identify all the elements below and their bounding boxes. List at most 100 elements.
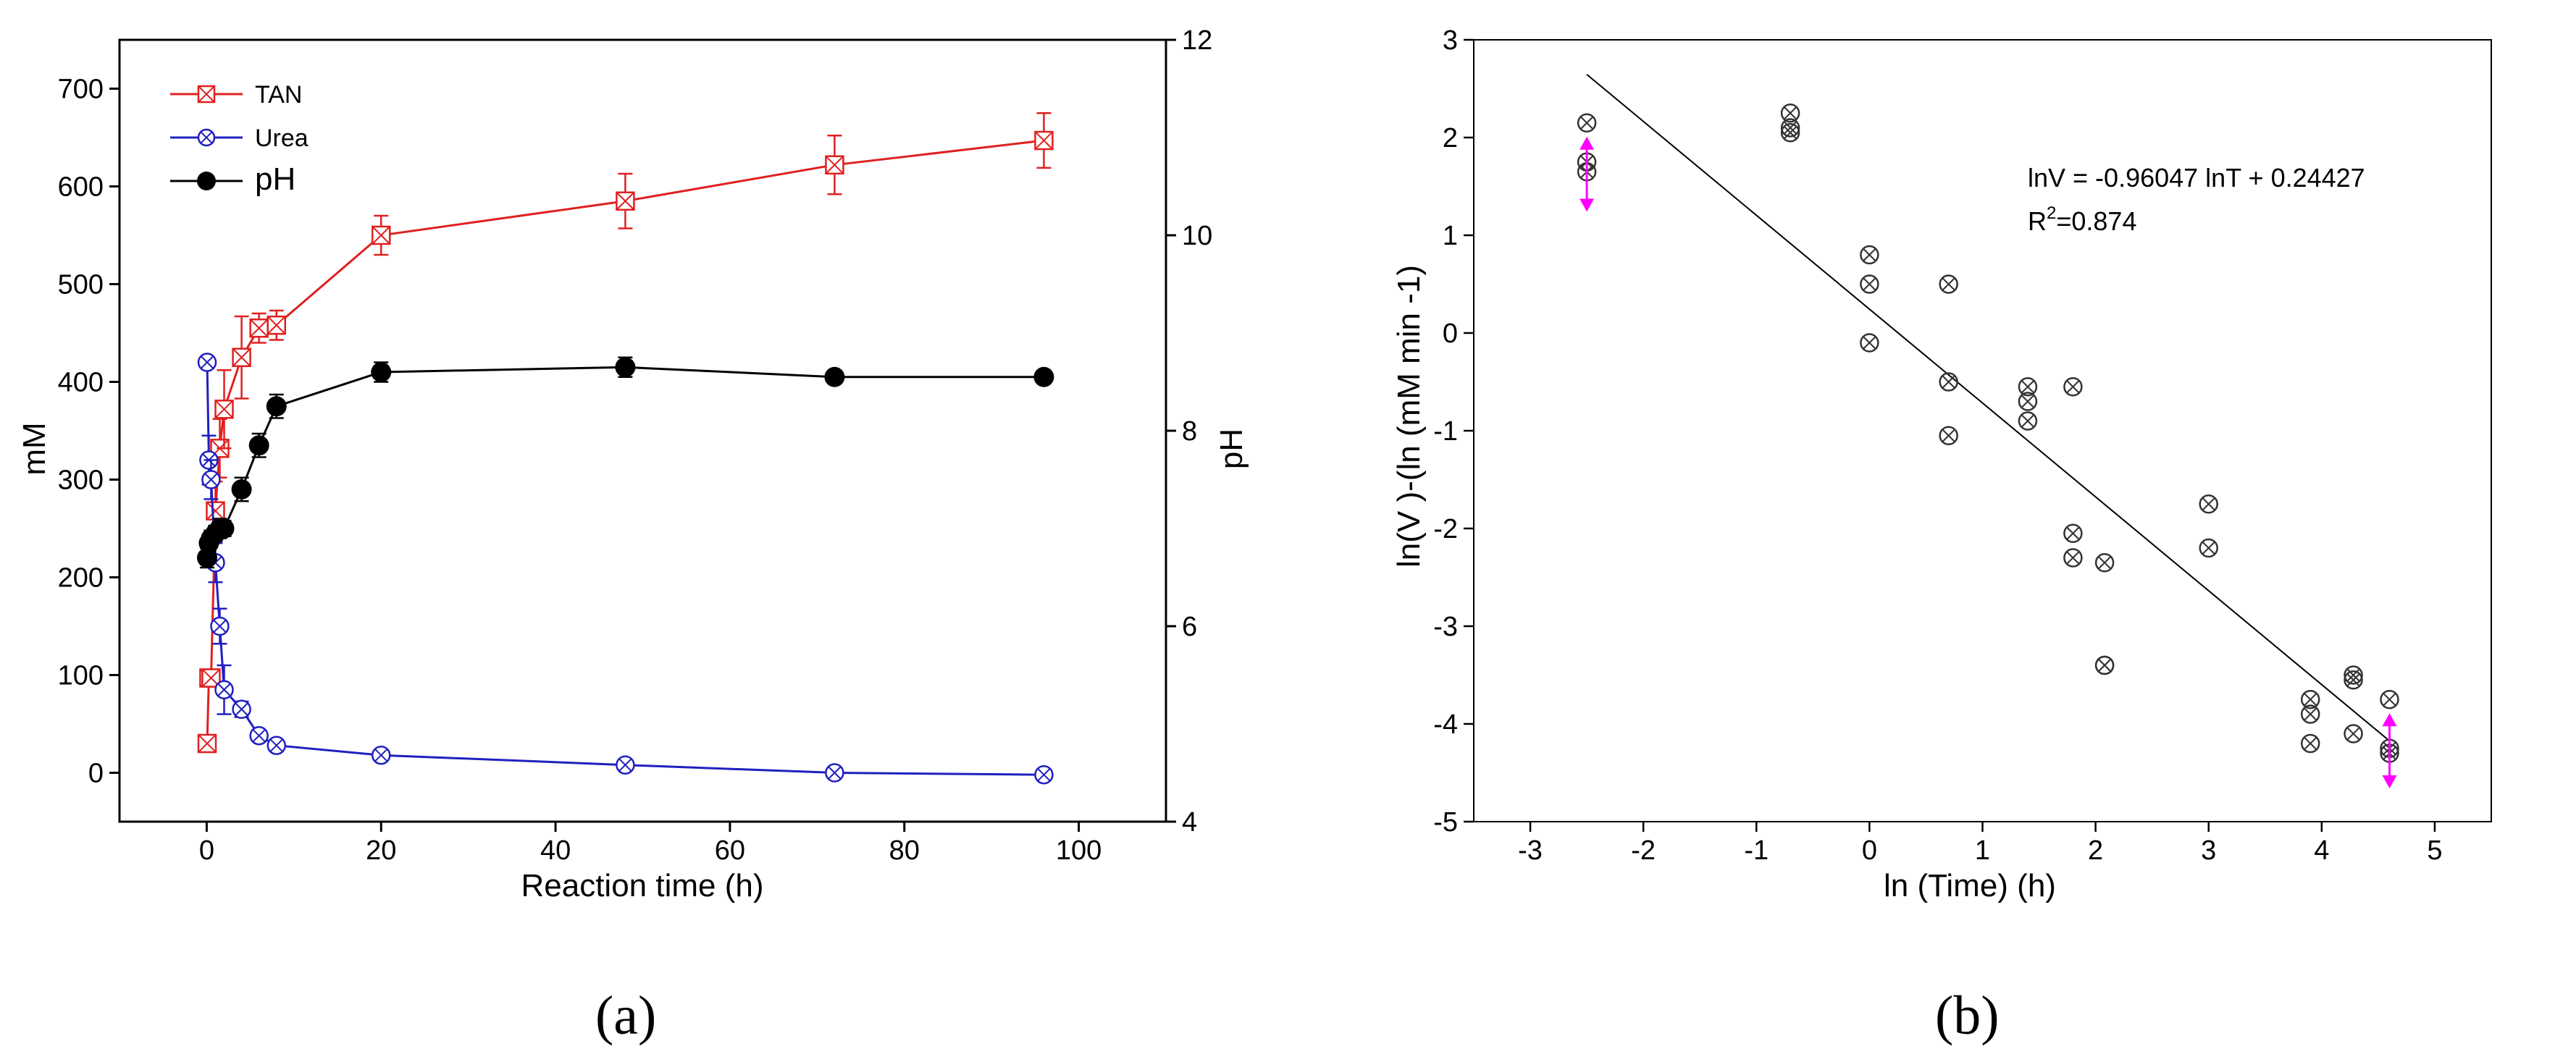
series-line-urea <box>206 362 1044 776</box>
legend-marker-mark-tan <box>198 85 215 103</box>
scatter-point-mark <box>2303 692 2317 707</box>
panel-b-r-squared: R2=0.874 <box>2028 203 2136 236</box>
panel-b-x-tick-label: 3 <box>2201 835 2216 866</box>
scatter-point <box>1577 113 1597 132</box>
panel-a-x-tick-label: 80 <box>889 835 920 866</box>
scatter-point-mark <box>2021 395 2035 408</box>
panel-b-x-tick-label: 2 <box>2088 835 2103 866</box>
data-point-mark-urea <box>217 683 231 697</box>
scatter-point <box>2199 494 2218 514</box>
panel-b-x-tick-label: 4 <box>2314 835 2329 866</box>
data-point-mark-tan <box>372 226 390 245</box>
data-point-mark-tan <box>214 400 234 419</box>
panel-b-y-tick-label: -5 <box>1433 807 1458 838</box>
panel-b-y-tick-label: -4 <box>1433 709 1458 740</box>
data-point-mark-urea <box>213 619 227 633</box>
data-point-mark-urea <box>618 758 632 772</box>
data-point-mark-tan <box>249 319 269 337</box>
panel-a-y2-tick-label: 4 <box>1182 807 1197 838</box>
scatter-point-mark <box>2066 526 2080 541</box>
panel-a-y-tick-label: 300 <box>58 465 104 496</box>
scatter-point-mark <box>1783 125 1797 140</box>
scatter-point-mark <box>2202 497 2216 511</box>
data-point-mark-tan <box>206 501 225 521</box>
panel-a-x-tick-label: 40 <box>540 835 571 866</box>
scatter-point <box>2094 655 2115 675</box>
scatter-point <box>2300 733 2320 754</box>
panel-a-y2-tick-label: 6 <box>1182 612 1197 642</box>
panel-b-y-tick-label: -1 <box>1433 416 1458 447</box>
data-point-mark-tan <box>198 734 217 753</box>
data-point-ph <box>371 362 392 382</box>
legend-marker-ph <box>197 172 216 190</box>
panel-a-y2-tick-label: 8 <box>1182 416 1197 447</box>
panel-b-x-tick-label: -2 <box>1631 835 1656 866</box>
series-line-ph <box>206 366 1044 558</box>
panel-b-y-tick-label: 2 <box>1443 123 1458 153</box>
panel-a-y-tick-label: 700 <box>58 75 104 105</box>
magenta-error-arrow-up <box>2382 713 2397 727</box>
panel-a-x-tick-label: 100 <box>1056 835 1102 866</box>
panel-a-y-tick-label: 0 <box>88 759 104 789</box>
scatter-point <box>1939 426 1958 445</box>
panel-b-caption: (b) <box>1935 985 2000 1046</box>
scatter-point-mark <box>1783 106 1797 120</box>
scatter-point <box>1860 245 1879 265</box>
panel-b-chart: -3 -2 -1 0 1 2 3 4 5 -5 -4 -3 -2 -1 0 1 2 3 lnV = -0.9604… <box>1391 25 2492 903</box>
data-point-mark-urea <box>200 355 214 369</box>
scatter-point-mark <box>1579 116 1594 130</box>
data-point-mark-tan <box>232 348 251 367</box>
scatter-point <box>2018 377 2038 397</box>
panel-a-y-tick-label: 400 <box>58 368 104 398</box>
scatter-point <box>1939 372 1958 392</box>
panel-b-y-tick-label: 1 <box>1443 221 1458 251</box>
panel-a-y-axis-label: mM <box>17 422 52 475</box>
scatter-point-mark <box>1942 429 1956 443</box>
panel-b-y-tick-label: -2 <box>1433 514 1458 544</box>
scatter-point-mark <box>1942 375 1956 389</box>
magenta-error-arrow-down <box>1579 198 1595 212</box>
scatter-point <box>2094 553 2115 573</box>
scatter-point-mark <box>1863 336 1876 350</box>
magenta-error-arrow-down <box>2382 775 2397 788</box>
panel-b-plot-frame <box>1473 39 2492 822</box>
panel-a-x-axis-label: Reaction time (h) <box>521 868 763 903</box>
data-point-ph <box>231 479 252 500</box>
panel-b-x-tick-label: 5 <box>2427 835 2442 866</box>
panel-b-x-tick-label: -1 <box>1744 835 1769 866</box>
data-point-ph <box>824 366 845 387</box>
data-point-mark-tan <box>616 192 635 211</box>
scatter-point <box>1860 274 1879 294</box>
scatter-point-mark <box>1863 277 1876 291</box>
scatter-point-mark <box>2066 379 2080 394</box>
panel-b-y-tick-label: -3 <box>1433 612 1458 642</box>
panel-a-y2-tick-label: 10 <box>1182 221 1212 251</box>
scatter-point <box>2199 538 2218 558</box>
panel-a-y-tick-label: 200 <box>58 563 104 594</box>
data-point-ph <box>266 396 287 417</box>
data-point-ph <box>214 518 235 539</box>
r2-prefix: R <box>2028 206 2047 236</box>
data-point-mark-urea <box>828 766 842 780</box>
data-point-mark-tan <box>825 156 844 174</box>
scatter-point-mark <box>2303 736 2317 751</box>
magenta-error-arrow-up <box>1579 136 1595 150</box>
scatter-point <box>2063 548 2083 568</box>
legend-label-ph: pH <box>255 161 295 197</box>
panel-b-x-tick-label: 0 <box>1862 835 1877 866</box>
scatter-point <box>2018 392 2038 411</box>
scatter-point <box>2344 670 2363 690</box>
panel-b-y-tick-label: 3 <box>1443 25 1458 56</box>
scatter-point <box>2300 690 2320 709</box>
panel-a-y-tick-label: 500 <box>58 270 104 300</box>
panel-a-y2-tick-label: 12 <box>1182 25 1212 56</box>
data-point-mark-urea <box>269 738 284 753</box>
panel-b-x-axis-label: ln (Time) (h) <box>1884 868 2056 903</box>
legend-marker-mark-urea <box>200 131 213 144</box>
data-point-ph <box>615 357 636 378</box>
data-point-mark-urea <box>374 748 388 762</box>
panel-a-caption: (a) <box>595 985 657 1046</box>
data-point-mark-urea <box>204 473 218 486</box>
panel-a-plot-frame <box>118 38 1167 823</box>
